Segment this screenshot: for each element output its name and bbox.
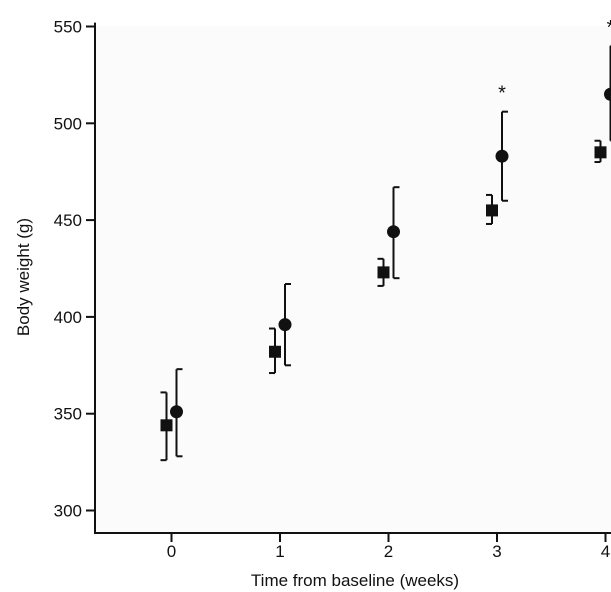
data-point-square-4: [594, 146, 607, 159]
series-square: [160, 139, 607, 462]
plot-background: [95, 26, 611, 533]
x-tick-label-3: 3: [492, 542, 501, 561]
y-tick-label-450: 450: [54, 211, 82, 230]
y-tick-label-400: 400: [54, 308, 82, 327]
data-point-square-3: [486, 204, 498, 217]
data-point-square-0: [160, 419, 173, 432]
y-tick-label-350: 350: [54, 405, 82, 424]
data-point-circle-0: [170, 405, 183, 419]
x-tick-label-0: 0: [167, 542, 176, 561]
y-axis: 300 350 400 450 500 550: [54, 18, 96, 533]
data-point-circle-3: [495, 149, 509, 163]
data-series: [160, 44, 611, 462]
series-circle: [170, 44, 611, 458]
data-point-circle-2: [387, 225, 400, 239]
significance-marker-4: *: [607, 17, 611, 39]
data-point-square-1: [269, 345, 281, 358]
significance-marker-3: *: [498, 83, 506, 105]
x-tick-label-2: 2: [384, 542, 393, 561]
data-point-square-2: [377, 266, 390, 279]
y-axis-title: Body weight (g): [14, 218, 33, 336]
x-tick-label-1: 1: [275, 542, 284, 561]
data-point-circle-1: [278, 318, 292, 332]
annotations: **: [498, 17, 611, 105]
y-tick-label-300: 300: [54, 502, 82, 521]
x-tick-label-4: 4: [601, 542, 610, 561]
x-axis: 0 1 2 3 4: [94, 532, 611, 561]
y-tick-label-500: 500: [54, 114, 82, 133]
y-tick-label-550: 550: [54, 18, 82, 37]
data-point-circle-4: [604, 87, 611, 101]
x-axis-title: Time from baseline (weeks): [251, 571, 459, 590]
